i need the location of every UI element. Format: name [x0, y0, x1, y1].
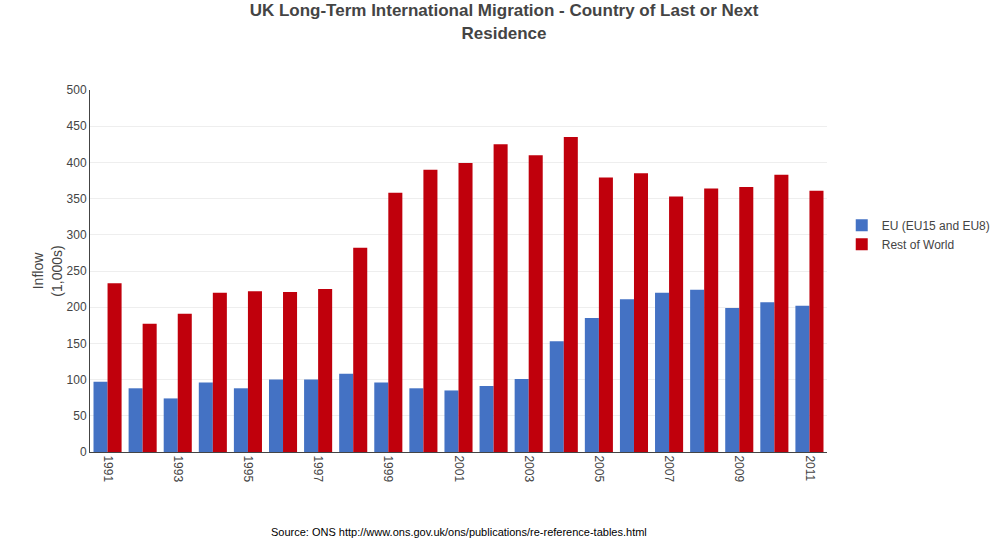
svg-text:EU (EU15 and EU8): EU (EU15 and EU8)	[882, 219, 990, 233]
svg-text:2003: 2003	[522, 455, 536, 482]
svg-text:500: 500	[67, 83, 87, 97]
svg-text:100: 100	[67, 373, 87, 387]
svg-text:200: 200	[67, 300, 87, 314]
svg-text:1999: 1999	[381, 455, 395, 482]
svg-text:1995: 1995	[241, 455, 255, 482]
svg-text:2007: 2007	[662, 455, 676, 482]
svg-text:Source: ONS http://www.ons.gov: Source: ONS http://www.ons.gov.uk/ons/pu…	[271, 526, 647, 538]
svg-text:2001: 2001	[452, 455, 466, 482]
svg-text:UK Long-Term International Mig: UK Long-Term International Migration - C…	[250, 1, 759, 42]
svg-text:150: 150	[67, 337, 87, 351]
svg-text:2005: 2005	[592, 455, 606, 482]
svg-text:1993: 1993	[171, 455, 185, 482]
svg-text:1991: 1991	[101, 455, 115, 482]
svg-text:1997: 1997	[311, 455, 325, 482]
svg-text:Inflow(1,000s): Inflow(1,000s)	[30, 245, 64, 296]
svg-text:50: 50	[73, 409, 87, 423]
svg-text:400: 400	[67, 156, 87, 170]
svg-text:Rest of World: Rest of World	[882, 238, 954, 252]
svg-text:450: 450	[67, 119, 87, 133]
svg-text:2009: 2009	[732, 455, 746, 482]
svg-text:2011: 2011	[803, 455, 817, 481]
svg-text:350: 350	[67, 192, 87, 206]
svg-text:300: 300	[67, 228, 87, 242]
svg-text:250: 250	[67, 264, 87, 278]
svg-text:0: 0	[80, 445, 87, 459]
